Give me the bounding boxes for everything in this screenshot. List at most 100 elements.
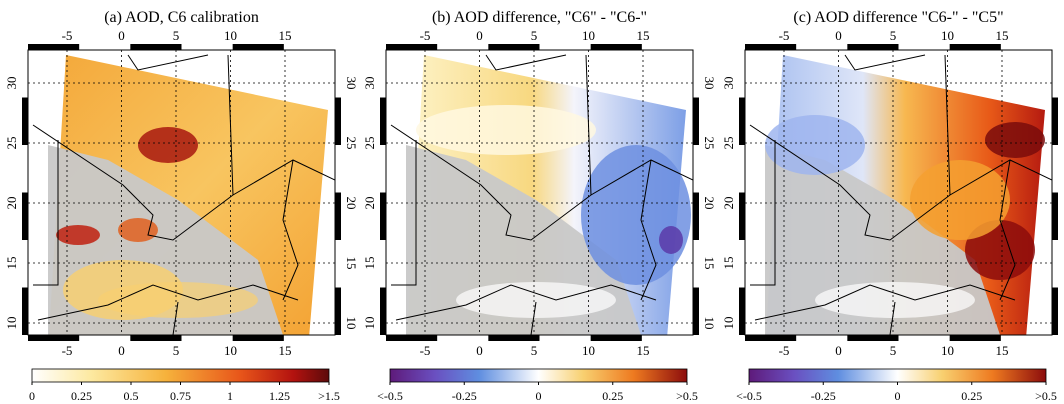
country-border <box>640 159 657 301</box>
aerosol-plume <box>985 122 1045 158</box>
aerosol-plume <box>138 127 198 163</box>
lat-tick-label: 10 <box>344 317 359 330</box>
frame-bar <box>232 44 284 50</box>
frame-bar <box>488 335 540 341</box>
country-border <box>395 284 657 321</box>
frame-bar <box>1052 192 1058 240</box>
aerosol-plume <box>659 226 683 254</box>
lat-tick-label: 10 <box>4 317 19 330</box>
map-content <box>745 50 1052 335</box>
lon-tick-label: -5 <box>779 28 790 43</box>
lat-tick-label: 30 <box>362 77 377 90</box>
lon-tick-label: 10 <box>582 28 595 43</box>
colorbar-label: >0.5 <box>676 389 698 403</box>
frame-bar <box>693 192 699 240</box>
frame-bar <box>949 44 1001 50</box>
lon-tick-label: 10 <box>224 28 237 43</box>
colorbar-label: 0.25 <box>71 389 92 403</box>
colorbar-label: -0.25 <box>452 389 477 403</box>
country-border <box>390 124 693 241</box>
colorbar-label: 0.25 <box>961 389 982 403</box>
colorbar-label: 1.25 <box>269 389 290 403</box>
lat-tick-label: 10 <box>702 317 717 330</box>
lat-tick-label: 15 <box>362 257 377 270</box>
lon-tick-label: 0 <box>476 28 483 43</box>
lat-tick-label: 30 <box>702 77 717 90</box>
frame-bar <box>488 44 540 50</box>
map-frame <box>744 49 1053 336</box>
lon-tick-label: 15 <box>637 343 650 358</box>
data-patch <box>815 282 975 318</box>
map-frame <box>385 49 694 336</box>
country-border <box>485 54 567 71</box>
aerosol-plume <box>416 105 596 155</box>
lat-tick-label: 15 <box>702 257 717 270</box>
map-panel: (a) AOD, C6 calibration-5-50055101015151… <box>4 9 359 403</box>
country-border <box>750 140 776 286</box>
lon-tick-label: 10 <box>224 343 237 358</box>
frame-bar <box>739 287 745 335</box>
frame-bar <box>739 192 745 240</box>
frame-bar <box>28 335 80 341</box>
map-content <box>28 50 335 335</box>
lat-tick-label: 15 <box>1061 257 1064 270</box>
lat-tick-label: 20 <box>362 197 377 210</box>
lat-tick-label: 10 <box>1061 317 1064 330</box>
lon-tick-label: 15 <box>996 343 1009 358</box>
frame-bar <box>130 44 182 50</box>
panel-title: (a) AOD, C6 calibration <box>104 9 259 26</box>
lon-tick-label: -5 <box>62 343 73 358</box>
lon-tick-label: 10 <box>582 343 595 358</box>
country-border <box>172 301 179 335</box>
lon-tick-label: 5 <box>890 28 897 43</box>
lon-tick-label: 15 <box>279 343 292 358</box>
frame-bar <box>335 192 341 240</box>
frame-bar <box>590 335 642 341</box>
lon-tick-label: 15 <box>996 28 1009 43</box>
colorbar-label: 0 <box>29 389 35 403</box>
colorbar-label: 0 <box>895 389 901 403</box>
lat-tick-label: 20 <box>4 197 19 210</box>
aerosol-plume <box>581 145 691 285</box>
lon-tick-label: 15 <box>279 28 292 43</box>
lat-tick-label: 15 <box>721 257 736 270</box>
lat-tick-label: 25 <box>344 137 359 150</box>
country-border <box>127 54 209 71</box>
colorbar-label: 0.5 <box>124 389 139 403</box>
frame-bar <box>380 97 386 145</box>
colorbar <box>748 368 1047 383</box>
country-border <box>391 140 417 286</box>
lat-tick-label: 25 <box>362 137 377 150</box>
lon-tick-label: 5 <box>531 343 538 358</box>
frame-bar <box>745 44 797 50</box>
colorbar-label: -0.25 <box>811 389 836 403</box>
map-panel: (b) AOD difference, "C6" - "C6-"-5-50055… <box>362 9 717 403</box>
lon-tick-label: 5 <box>531 28 538 43</box>
lat-tick-label: 30 <box>1061 77 1064 90</box>
frame-bar <box>22 97 28 145</box>
map-frame <box>27 49 336 336</box>
frame-bar <box>693 287 699 335</box>
frame-bar <box>1052 287 1058 335</box>
lon-tick-label: 10 <box>941 343 954 358</box>
map-panel: (c) AOD difference "C6-" - "C5"-5-500551… <box>721 9 1064 403</box>
lon-tick-label: 0 <box>118 28 125 43</box>
lat-tick-label: 30 <box>344 77 359 90</box>
aerosol-plume <box>118 218 158 242</box>
map-content <box>386 50 693 335</box>
frame-bar <box>1052 97 1058 145</box>
lat-tick-label: 25 <box>702 137 717 150</box>
lon-tick-label: 0 <box>476 343 483 358</box>
aerosol-plume <box>910 160 1010 240</box>
frame-bar <box>232 335 284 341</box>
country-border <box>32 124 335 241</box>
panel-title: (b) AOD difference, "C6" - "C6-" <box>432 9 647 26</box>
colorbar-label: <-0.5 <box>377 389 403 403</box>
frame-bar <box>380 287 386 335</box>
frame-bar <box>847 44 899 50</box>
lat-tick-label: 30 <box>721 77 736 90</box>
frame-bar <box>335 287 341 335</box>
frame-bar <box>28 44 80 50</box>
country-border <box>37 284 299 321</box>
